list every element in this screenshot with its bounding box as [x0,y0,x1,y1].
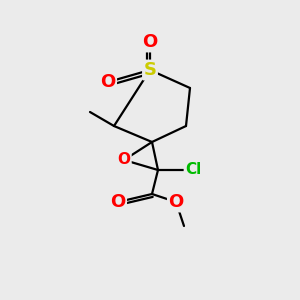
Text: O: O [168,193,184,211]
Text: O: O [118,152,130,167]
Text: O: O [142,33,158,51]
Text: Cl: Cl [185,163,201,178]
Text: O: O [110,193,126,211]
Text: S: S [143,61,157,79]
Text: O: O [100,73,116,91]
